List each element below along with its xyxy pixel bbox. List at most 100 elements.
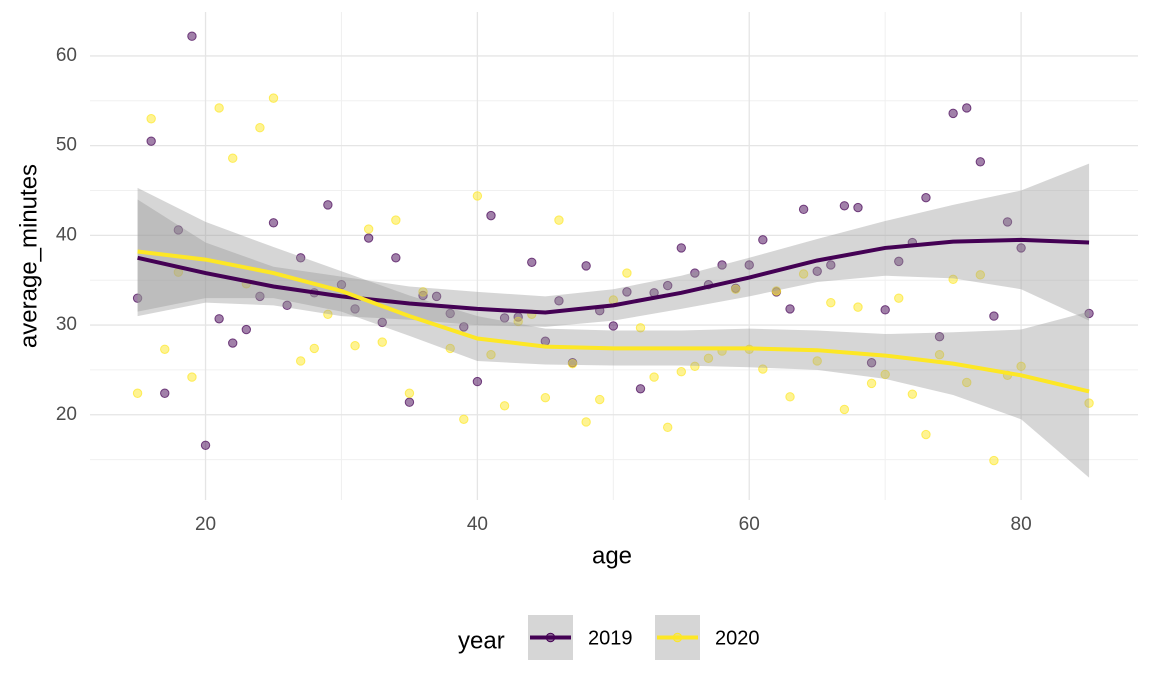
point [295,356,306,366]
point [132,293,143,303]
x-tick-label: 20 [195,514,216,535]
point [228,338,238,348]
point [635,384,646,394]
point [690,268,700,278]
y-tick-label: 20 [56,404,77,425]
point [649,372,659,382]
point [567,358,578,369]
point [826,260,836,270]
point [703,353,714,363]
point [581,261,591,271]
point [595,394,605,405]
point [839,201,850,211]
point [581,417,591,427]
point [404,397,415,407]
point [826,297,836,308]
point [989,455,999,466]
point [1084,308,1094,319]
point [676,367,686,377]
point [635,323,646,333]
point [853,302,863,312]
point [282,300,292,311]
x-tick-label: 40 [467,514,488,535]
confidence-band [137,187,1090,478]
point [173,225,184,235]
point [962,377,972,388]
point [540,393,551,403]
point [472,191,483,201]
point [798,204,809,215]
point [228,153,238,163]
point [554,296,564,306]
point [812,266,822,276]
point [268,93,279,103]
point [377,317,387,328]
confidence-band [137,163,1090,327]
point [962,103,972,113]
y-tick-label: 40 [56,224,77,245]
x-axis-title: age [592,542,632,569]
point [812,356,822,366]
point [445,308,455,319]
legend-point [545,632,556,643]
point [989,311,999,321]
point [730,284,741,294]
point [323,309,333,320]
point [758,364,768,374]
point [350,304,360,314]
point [391,215,401,225]
point [690,361,700,372]
y-axis-title: average_minutes [15,164,42,348]
point [132,388,143,398]
point [853,202,863,213]
point [894,256,904,267]
y-tick-label: 60 [56,45,77,66]
legend-title: year [458,627,505,654]
point [350,341,360,351]
point [934,332,945,342]
point [377,337,387,347]
y-tick-label: 30 [56,314,77,335]
point [486,349,496,360]
point [214,314,224,324]
point [907,389,918,399]
point [921,429,931,440]
point [744,260,754,270]
point [268,218,279,228]
point [255,291,265,302]
point [459,414,469,424]
point [527,257,537,267]
point [1084,398,1094,408]
point [363,233,374,243]
point [1016,243,1026,253]
point [336,280,347,290]
point [418,287,428,297]
point [472,376,483,387]
point [975,270,986,280]
y-tick-label: 50 [56,135,77,156]
point [798,269,809,279]
point [323,200,333,210]
point [146,114,156,124]
point [146,136,156,146]
point [309,343,319,354]
point [771,286,782,296]
legend-point [672,632,683,643]
point [486,210,496,221]
point [880,305,890,315]
point [459,322,469,332]
point [975,157,986,167]
point [1016,361,1026,372]
point [404,388,415,398]
point [839,404,850,415]
point [445,343,455,354]
point [1002,217,1013,227]
point [758,235,768,245]
point [785,304,795,314]
point [934,349,945,360]
point [948,108,958,119]
point [431,291,442,302]
point [255,123,265,133]
point [160,388,170,398]
